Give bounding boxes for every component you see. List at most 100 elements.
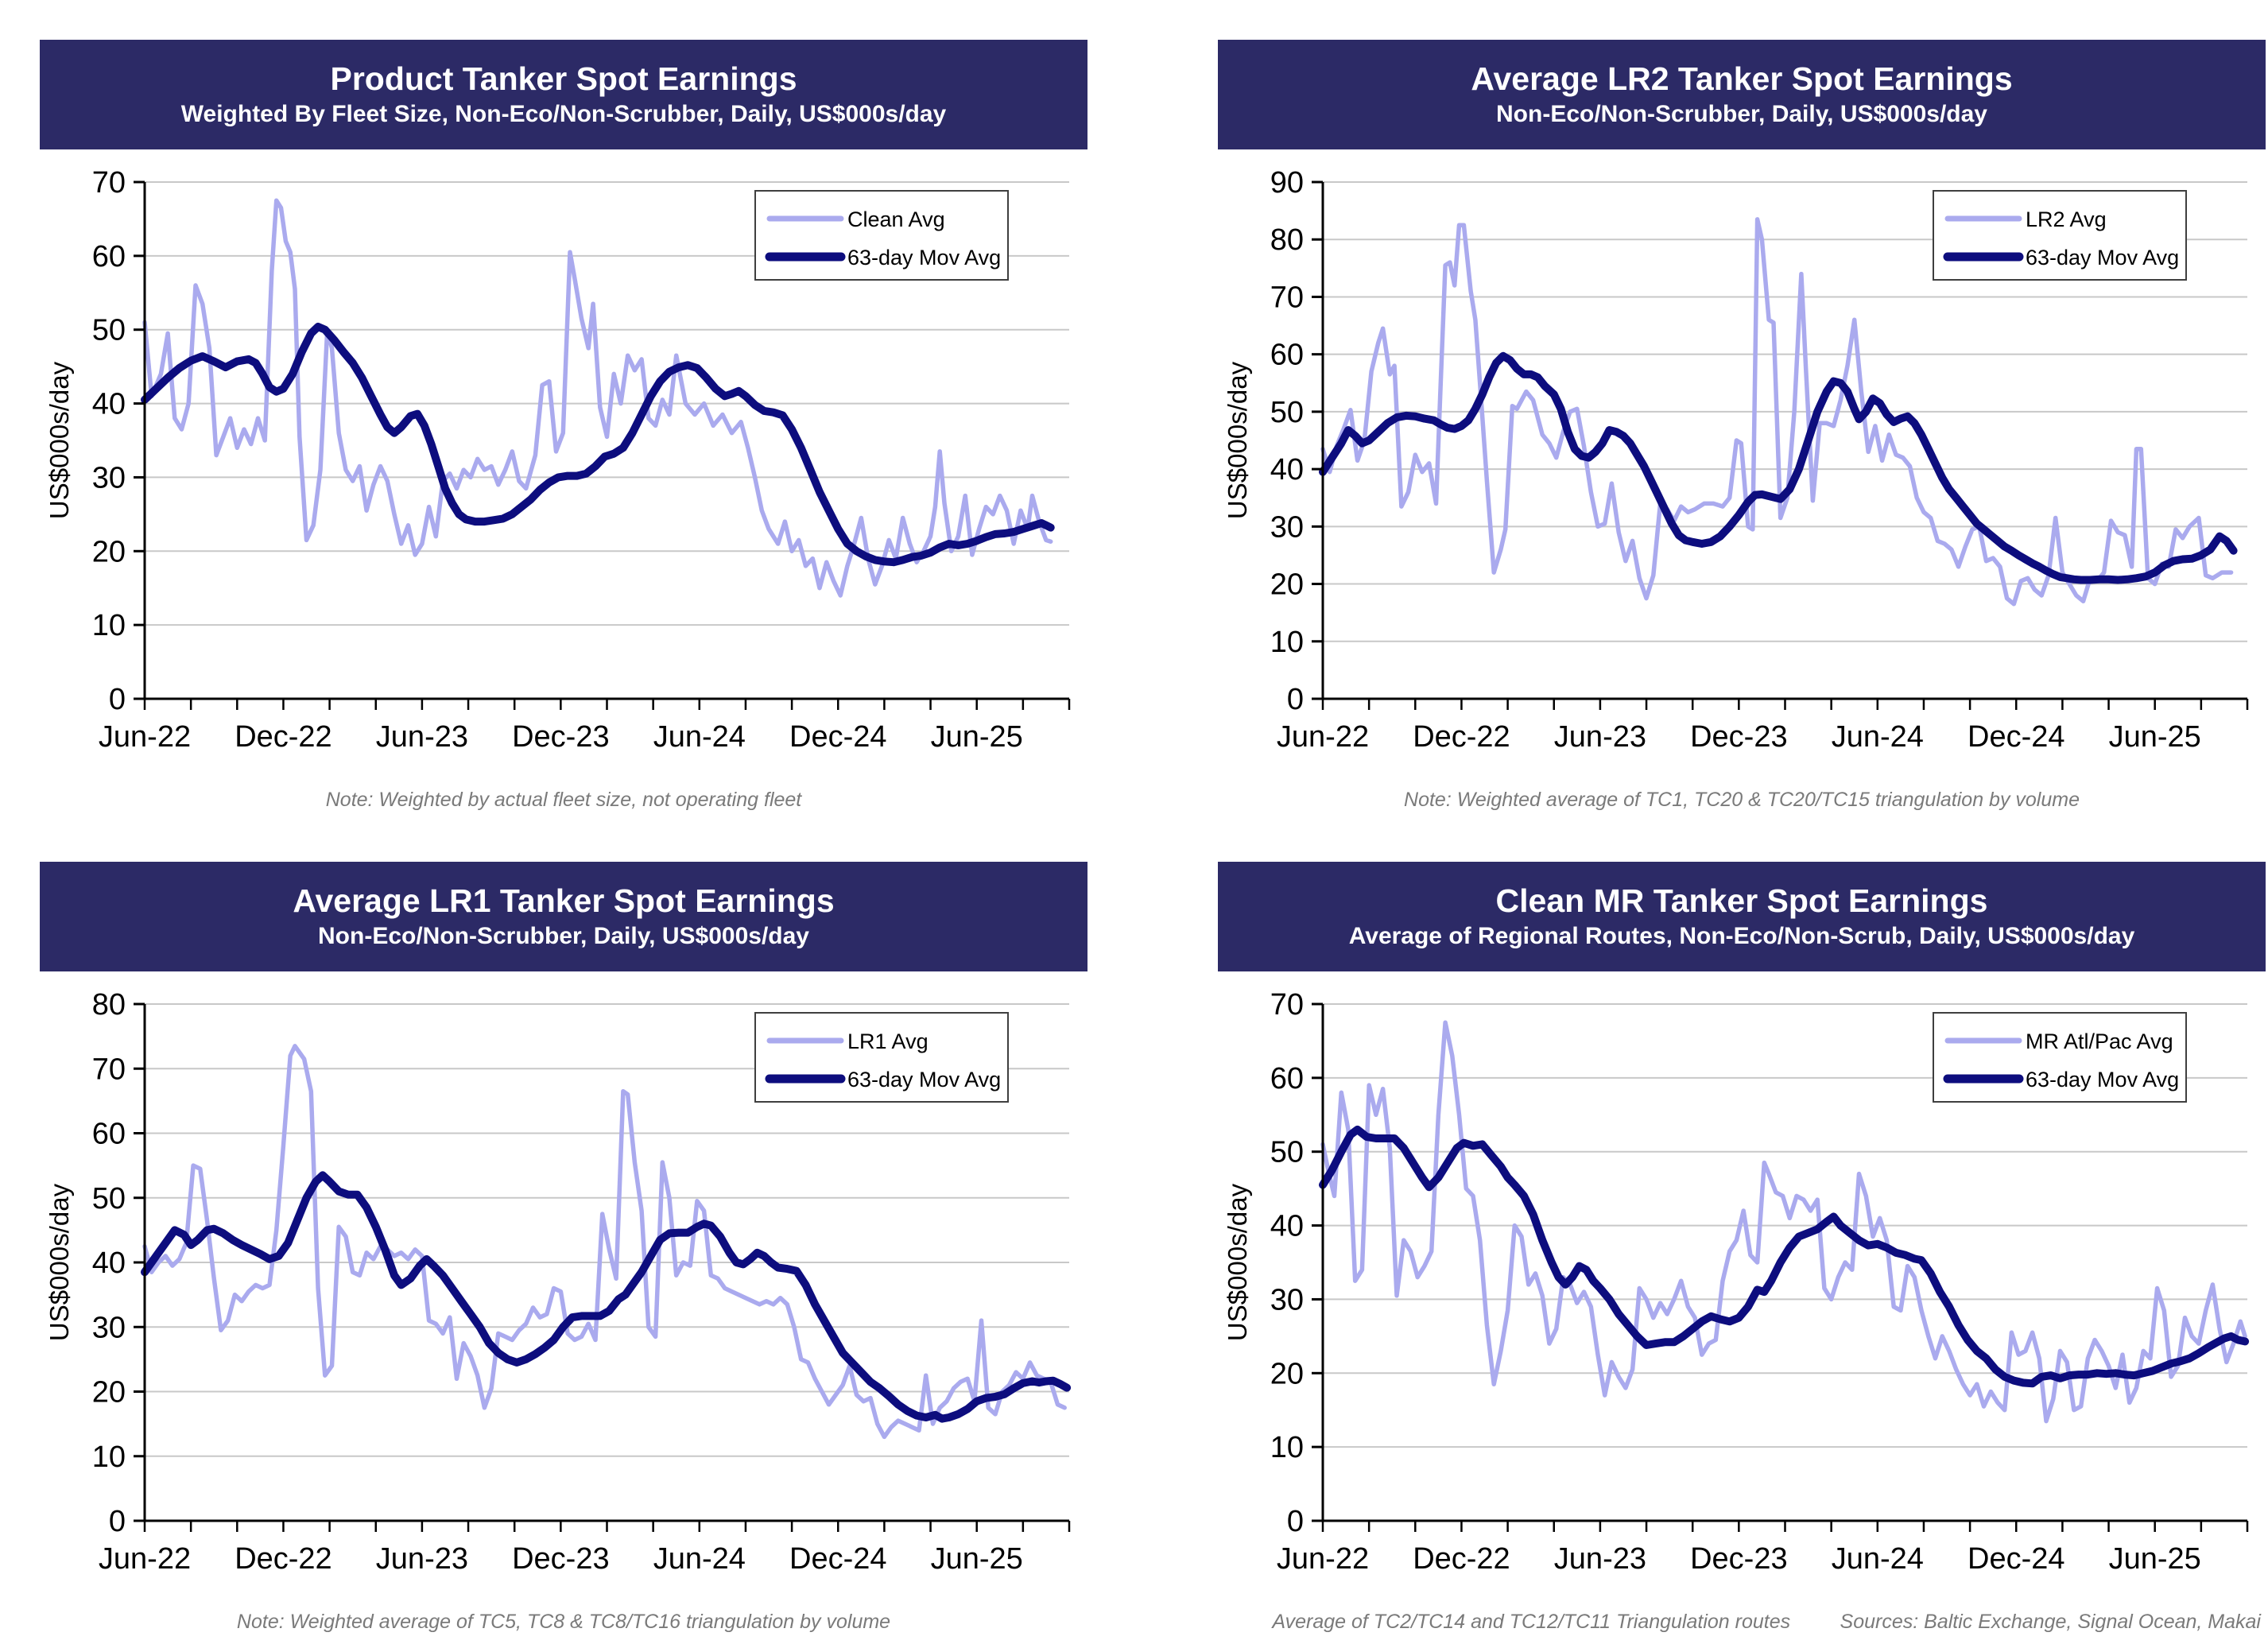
y-tick-label: 90 (1270, 166, 1304, 200)
y-axis-title: US$000s/day (45, 361, 74, 519)
63-day-mov-avg-legend-label: 63-day Mov Avg (847, 1068, 1001, 1091)
y-tick-label: 40 (1270, 453, 1304, 487)
panel-lr1-tanker: Average LR1 Tanker Spot Earnings Non-Eco… (40, 862, 1087, 1644)
y-tick-label: 20 (1270, 1357, 1304, 1390)
chart-subtitle: Weighted By Fleet Size, Non-Eco/Non-Scru… (180, 101, 947, 127)
panel-product-tanker: Product Tanker Spot Earnings Weighted By… (40, 40, 1087, 843)
chart-note: Note: Weighted average of TC1, TC20 & TC… (1404, 789, 2080, 811)
chart-subtitle: Non-Eco/Non-Scrubber, Daily, US$000s/day (318, 923, 809, 949)
x-tick-label: Jun-23 (376, 1542, 468, 1576)
x-tick-label: Jun-25 (2109, 720, 2201, 754)
lr2-tanker-chart: 0 10 20 30 40 50 60 70 80 90 Jun-22 Dec-22 Jun-23 Dec… (1223, 166, 2249, 754)
lr1-tanker-header: Average LR1 Tanker Spot Earnings Non-Eco… (40, 862, 1087, 971)
x-tick-label: Dec-24 (1968, 1542, 2065, 1576)
x-tick-label: Dec-22 (235, 720, 332, 754)
y-tick-label: 40 (92, 1247, 126, 1280)
lr1-avg-legend-label: LR1 Avg (847, 1029, 929, 1053)
product-tanker-header: Product Tanker Spot Earnings Weighted By… (40, 40, 1087, 149)
x-tick-label: Jun-25 (2109, 1542, 2201, 1576)
63-day-mov-avg-line (1319, 1125, 2250, 1388)
x-axis-ticks: Jun-22 Dec-22 Jun-23 Dec-23 Jun-24 Dec-24 Jun-… (1277, 1521, 2249, 1576)
y-axis-title: US$000s/day (1223, 1183, 1252, 1341)
x-tick-label: Dec-24 (789, 1542, 887, 1576)
y-tick-label: 50 (92, 314, 126, 347)
x-tick-label: Dec-24 (1968, 720, 2065, 754)
63-day-mov-avg-line (141, 323, 1055, 567)
chart-title: Product Tanker Spot Earnings (330, 60, 797, 97)
63-day-mov-avg-legend-label: 63-day Mov Avg (847, 246, 1001, 269)
panel-lr2-tanker: Average LR2 Tanker Spot Earnings Non-Eco… (1218, 40, 2266, 843)
x-tick-label: Dec-22 (235, 1542, 332, 1576)
x-tick-label: Jun-22 (99, 720, 191, 754)
y-axis-title: US$000s/day (45, 1183, 74, 1341)
legend: Clean Avg 63-day Mov Avg (754, 190, 1009, 281)
y-tick-label: 30 (92, 1311, 126, 1344)
y-tick-label: 30 (1270, 1283, 1304, 1316)
y-tick-label: 70 (92, 166, 126, 200)
y-tick-label: 0 (1287, 1505, 1304, 1538)
legend: MR Atl/Pac Avg 63-day Mov Avg (1933, 1012, 2187, 1103)
chart-note: Note: Weighted average of TC5, TC8 & TC8… (236, 1611, 891, 1633)
x-tick-label: Jun-22 (1277, 1542, 1369, 1576)
63-day-mov-avg-line (1319, 351, 2238, 584)
x-tick-label: Dec-23 (1690, 1542, 1788, 1576)
y-tick-label: 70 (1270, 988, 1304, 1022)
x-tick-label: Jun-24 (1832, 720, 1924, 754)
y-tick-label: 50 (1270, 396, 1304, 429)
x-tick-label: Dec-22 (1413, 720, 1510, 754)
y-tick-label: 30 (92, 461, 126, 494)
mr-atl-pac-avg-legend-label: MR Atl/Pac Avg (2026, 1029, 2173, 1053)
y-axis-title: US$000s/day (1223, 361, 1252, 519)
legend: LR1 Avg 63-day Mov Avg (754, 1012, 1009, 1103)
chart-title: Average LR1 Tanker Spot Earnings (293, 882, 835, 919)
y-tick-label: 0 (109, 683, 126, 716)
chart-note: Average of TC2/TC14 and TC12/TC11 Triang… (1272, 1611, 1791, 1633)
x-tick-label: Jun-24 (653, 720, 746, 754)
lr1-avg-line (142, 1044, 1067, 1440)
x-axis-ticks: Jun-22 Dec-22 Jun-23 Dec-23 Jun-24 Dec-24 Jun-… (99, 699, 1071, 754)
y-tick-label: 60 (1270, 339, 1304, 372)
x-tick-label: Jun-24 (653, 1542, 746, 1576)
y-tick-label: 0 (1287, 683, 1304, 716)
lr2-avg-legend-label: LR2 Avg (2026, 207, 2107, 231)
63-day-mov-avg-legend-label: 63-day Mov Avg (2026, 1068, 2179, 1091)
y-tick-label: 60 (92, 1118, 126, 1151)
y-tick-label: 80 (92, 988, 126, 1022)
legend: LR2 Avg 63-day Mov Avg (1933, 190, 2187, 281)
chart-note-row: Average of TC2/TC14 and TC12/TC11 Triang… (1218, 1611, 2266, 1634)
chart-note: Note: Weighted by actual fleet size, not… (325, 789, 802, 811)
y-tick-label: 80 (1270, 223, 1304, 257)
x-axis-ticks: Jun-22 Dec-22 Jun-23 Dec-23 Jun-24 Dec-24 Jun-… (1277, 699, 2249, 754)
x-axis-ticks: Jun-22 Dec-22 Jun-23 Dec-23 Jun-24 Dec-24 Jun-… (99, 1521, 1071, 1576)
y-axis-ticks: 0 10 20 30 40 50 60 70 80 (92, 988, 145, 1538)
x-tick-label: Jun-22 (1277, 720, 1369, 754)
x-tick-label: Dec-23 (512, 1542, 610, 1576)
y-tick-label: 60 (92, 240, 126, 273)
y-tick-label: 20 (92, 1376, 126, 1409)
x-tick-label: Jun-23 (1554, 720, 1646, 754)
y-axis-ticks: 0 10 20 30 40 50 60 70 (92, 166, 145, 716)
y-tick-label: 10 (1270, 1431, 1304, 1464)
y-tick-label: 70 (92, 1053, 126, 1086)
clean-avg-line (142, 198, 1053, 598)
y-tick-label: 60 (1270, 1062, 1304, 1095)
y-tick-label: 10 (92, 609, 126, 642)
y-tick-label: 10 (92, 1440, 126, 1474)
x-tick-label: Dec-23 (1690, 720, 1788, 754)
lr2-avg-line (1320, 217, 2234, 607)
y-tick-label: 40 (92, 388, 126, 421)
y-tick-label: 40 (1270, 1210, 1304, 1243)
y-tick-label: 30 (1270, 510, 1304, 544)
x-tick-label: Dec-24 (789, 720, 887, 754)
x-tick-label: Jun-25 (931, 1542, 1023, 1576)
y-tick-label: 20 (92, 535, 126, 568)
63-day-mov-avg-legend-label: 63-day Mov Avg (2026, 246, 2179, 269)
mr-tanker-chart: 0 10 20 30 40 50 60 70 Jun-22 Dec-22 Jun-23 Dec-23 J… (1223, 988, 2250, 1576)
mr-tanker-header: Clean MR Tanker Spot Earnings Average of… (1218, 862, 2266, 971)
mr-atl-pac-avg-line (1320, 1020, 2247, 1424)
y-tick-label: 0 (109, 1505, 126, 1538)
panel-mr-tanker: Clean MR Tanker Spot Earnings Average of… (1218, 862, 2266, 1644)
y-tick-label: 50 (1270, 1136, 1304, 1169)
